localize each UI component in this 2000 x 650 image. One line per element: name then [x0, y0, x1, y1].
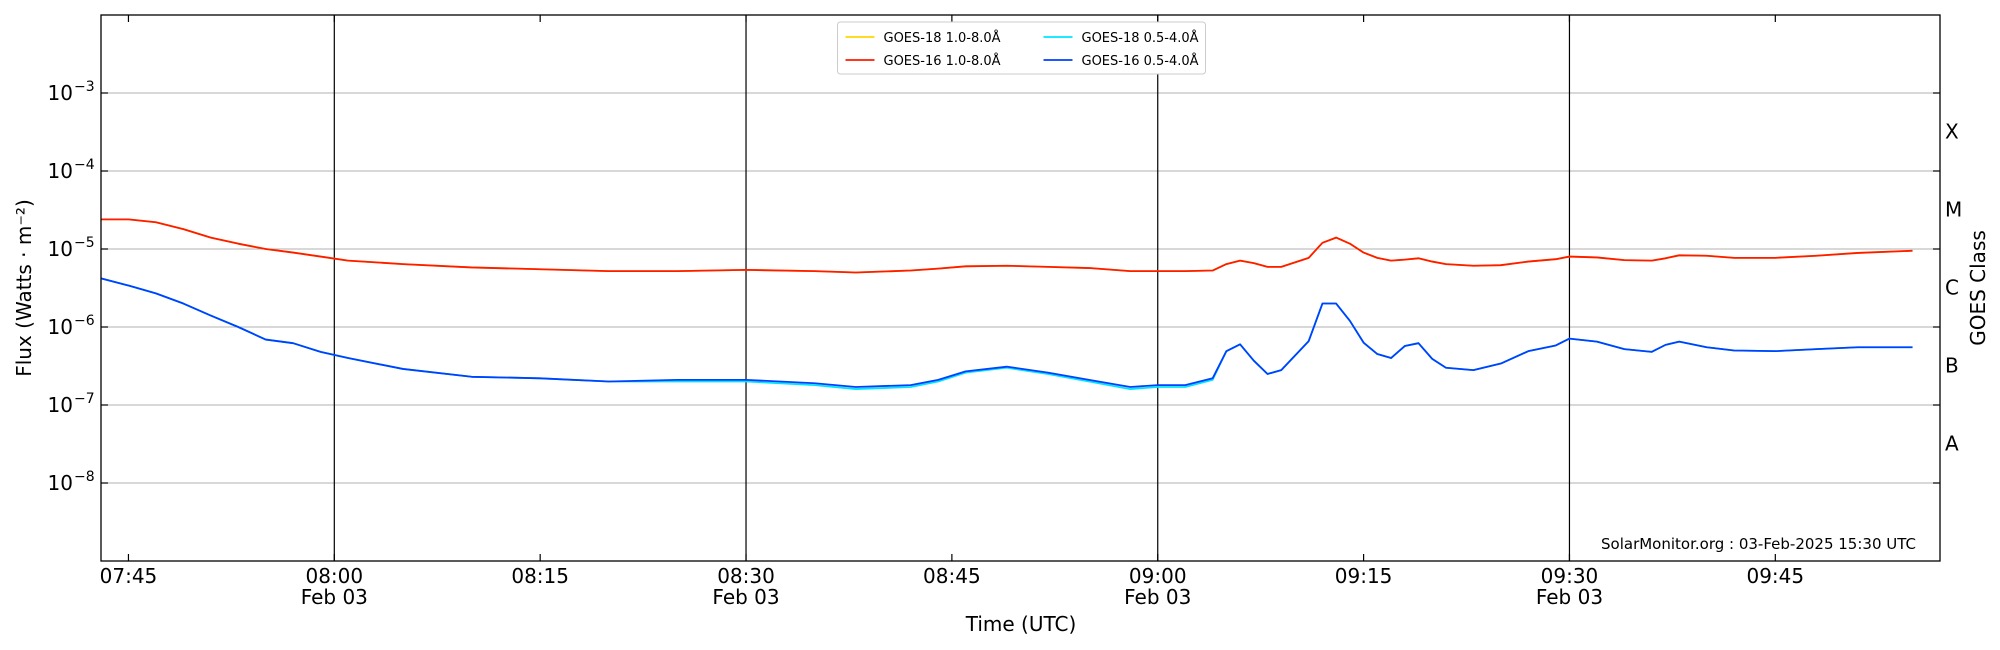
y-tick-label: 10 [48, 315, 73, 339]
class-label: X [1945, 120, 1959, 144]
class-label: A [1945, 432, 1959, 456]
x-axis-label: Time (UTC) [965, 612, 1077, 636]
class-label: M [1945, 198, 1962, 222]
x-tick-label: 08:30 [717, 564, 775, 588]
x-tick-label: 07:45 [100, 564, 158, 588]
x-tick-date-label: Feb 03 [301, 585, 368, 609]
x-tick-label: 08:45 [923, 564, 981, 588]
legend-label: GOES-18 0.5-4.0Å [1082, 30, 1199, 46]
legend-box [837, 21, 1206, 75]
class-label: B [1945, 354, 1959, 378]
y-tick-label: 10 [48, 81, 73, 105]
y-tick-exponent: −6 [74, 313, 95, 329]
x-tick-label: 09:00 [1129, 564, 1187, 588]
legend-label: GOES-16 0.5-4.0Å [1082, 53, 1199, 69]
y-tick-exponent: −7 [74, 391, 95, 407]
plot-frame [100, 14, 1941, 562]
y-tick-exponent: −5 [74, 235, 95, 251]
x-tick-date-label: Feb 03 [1124, 585, 1191, 609]
x-tick-date-label: Feb 03 [1536, 585, 1603, 609]
series-line [101, 218, 1913, 274]
right-axis-label: GOES Class [1966, 230, 1990, 346]
legend-label: GOES-16 1.0-8.0Å [884, 53, 1001, 69]
y-axis-label: Flux (Watts · m⁻²) [12, 199, 36, 377]
x-tick-label: 08:00 [305, 564, 363, 588]
x-tick-label: 08:15 [511, 564, 569, 588]
y-tick-label: 10 [48, 237, 73, 261]
y-tick-exponent: −4 [74, 157, 95, 173]
y-tick-label: 10 [48, 393, 73, 417]
series-line [101, 218, 1913, 274]
x-tick-label: 09:15 [1335, 564, 1393, 588]
legend: GOES-18 1.0-8.0Å GOES-16 1.0-8.0Å GOES-18 … [837, 21, 1206, 75]
legend-label: GOES-18 1.0-8.0Å [884, 30, 1001, 46]
series-line [100, 277, 1913, 388]
x-tick-label: 09:30 [1541, 564, 1599, 588]
class-label: C [1945, 276, 1959, 300]
x-tick-date-label: Feb 03 [712, 585, 779, 609]
y-tick-exponent: −8 [74, 469, 95, 485]
annotation: SolarMonitor.org : 03-Feb-2025 15:30 UTC [1601, 535, 1916, 553]
y-tick-label: 10 [48, 471, 73, 495]
y-tick-exponent: −3 [74, 79, 95, 95]
series-line [100, 277, 1913, 390]
y-tick-label: 10 [48, 159, 73, 183]
x-tick-label: 09:45 [1746, 564, 1804, 588]
